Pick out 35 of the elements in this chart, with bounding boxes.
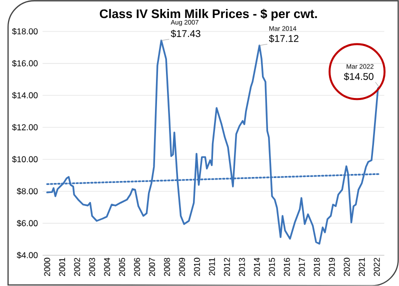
x-tick-label: 2017 <box>298 258 305 276</box>
x-tick-label: 2006 <box>134 258 140 276</box>
x-tick-label: 2002 <box>74 258 80 276</box>
x-tick-label: 2016 <box>284 258 290 276</box>
y-tick-label: $16.00 <box>12 60 38 67</box>
x-tick-label: 2021 <box>358 258 365 276</box>
y-tick-label: $10.00 <box>12 156 38 163</box>
x-tick-label: 2012 <box>224 258 230 276</box>
y-tick-label: $4.00 <box>16 252 38 259</box>
x-tick-label: 2011 <box>208 258 215 276</box>
annotation: $14.50 <box>344 72 374 81</box>
x-tick-label: 2019 <box>328 258 335 276</box>
x-tick-label: 2007 <box>149 258 156 276</box>
x-tick-label: 2020 <box>344 258 350 276</box>
x-tick-label: 2000 <box>44 258 50 276</box>
x-tick-label: 2005 <box>119 258 126 276</box>
y-tick-label: $12.00 <box>12 124 38 131</box>
x-tick-label: 2004 <box>104 258 110 276</box>
annotation: $17.12 <box>268 34 298 43</box>
x-tick-label: 2018 <box>314 258 320 276</box>
y-tick-label: $18.00 <box>12 28 38 36</box>
x-tick-label: 2001 <box>59 258 66 276</box>
x-tick-label: 2022 <box>374 258 380 276</box>
x-tick-label: 2009 <box>178 258 185 276</box>
chart-title: Class IV Skim Milk Prices - $ per cwt. <box>100 8 317 21</box>
x-tick-label: 2015 <box>268 258 275 276</box>
annotation: $17.43 <box>170 30 200 38</box>
x-tick-label: 2010 <box>194 258 200 276</box>
y-tick-label: $8.00 <box>16 188 38 195</box>
x-tick-label: 2003 <box>89 258 96 276</box>
x-tick-label: 2014 <box>254 258 260 276</box>
x-tick-label: 2013 <box>238 258 245 276</box>
y-tick-label: $6.00 <box>16 220 38 227</box>
y-tick-label: $14.00 <box>12 92 38 99</box>
x-tick-label: 2008 <box>164 258 170 276</box>
